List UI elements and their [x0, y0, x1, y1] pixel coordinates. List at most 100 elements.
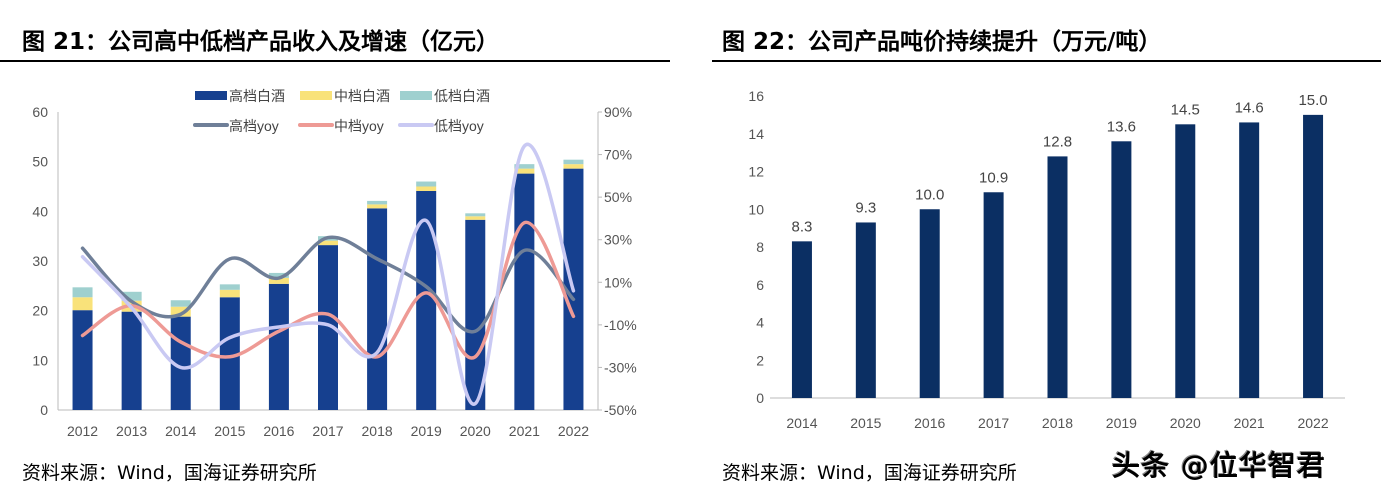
line-低档yoy [80, 142, 576, 406]
bar-高档白酒-2019 [416, 190, 437, 410]
x-tick-label: 2021 [509, 423, 540, 439]
x-tick-label: 2015 [214, 423, 245, 439]
bar-2019 [1111, 141, 1132, 399]
bar-中档白酒-2018 [367, 204, 388, 209]
y-tick-label: 20 [32, 303, 48, 319]
data-label: 14.5 [1171, 101, 1200, 118]
data-label: 10.9 [979, 169, 1008, 186]
y-tick-label: 10 [748, 201, 764, 217]
bar-低档白酒-2015 [219, 284, 240, 290]
legend-label: 低档yoy [434, 118, 484, 134]
right-source: 资料来源：Wind，国海证券研究所 [722, 462, 1017, 484]
bar-中档白酒-2019 [416, 186, 437, 191]
x-tick-label: 2015 [850, 415, 881, 431]
bar-高档白酒-2018 [367, 208, 388, 410]
x-tick-label: 2017 [312, 423, 343, 439]
y2-tick-label: 10% [604, 274, 632, 290]
x-tick-label: 2020 [460, 423, 491, 439]
bar-高档白酒-2013 [121, 311, 142, 410]
x-tick-label: 2021 [1234, 415, 1265, 431]
right-chart: 0 2 4 6 8 10 12 14 16 8.3 2014 9.3 2015 10.0 2016 10.9 2… [748, 88, 1345, 431]
x-tick-label: 2017 [978, 415, 1009, 431]
bar-高档白酒-2012 [72, 310, 93, 410]
bar-2015 [855, 222, 876, 398]
x-tick-label: 2012 [67, 423, 98, 439]
bar-中档白酒-2017 [318, 240, 338, 246]
y-tick-label: 14 [748, 126, 764, 142]
left-chart: 0 10 20 30 40 50 60 -50% -30% -10% 10% 30% 50% 70% 90%… [32, 88, 637, 439]
bar-低档白酒-2022 [563, 159, 584, 165]
x-tick-label: 2019 [411, 423, 442, 439]
left-source: 资料来源：Wind，国海证券研究所 [22, 462, 317, 484]
x-tick-label: 2018 [1042, 415, 1073, 431]
bar-低档白酒-2012 [72, 287, 93, 298]
bar-2020 [1175, 124, 1196, 398]
data-label: 8.3 [792, 218, 813, 235]
x-tick-label: 2014 [786, 415, 817, 431]
bar-2022 [1303, 114, 1324, 398]
y2-tick-label: -50% [604, 402, 637, 418]
x-tick-label: 2016 [914, 415, 945, 431]
y-tick-label: 2 [756, 352, 764, 368]
y-tick-label: 0 [756, 390, 764, 406]
bar-高档白酒-2015 [219, 297, 240, 410]
bar-2014 [791, 241, 812, 398]
x-tick-label: 2020 [1170, 415, 1201, 431]
legend-label: 高档白酒 [229, 88, 285, 104]
data-label: 10.0 [915, 186, 944, 203]
bar-低档白酒-2016 [268, 272, 289, 278]
y-tick-label: 8 [756, 239, 764, 255]
bar-2016 [919, 209, 940, 398]
line-中档yoy [80, 220, 576, 360]
bar-2017 [983, 192, 1004, 398]
x-tick-label: 2022 [558, 423, 589, 439]
x-tick-label: 2016 [263, 423, 294, 439]
data-label: 9.3 [855, 199, 876, 216]
bar-高档白酒-2017 [318, 245, 338, 410]
data-label: 13.6 [1107, 118, 1136, 135]
bar-2021 [1239, 122, 1260, 399]
x-tick-label: 2013 [116, 423, 147, 439]
bar-低档白酒-2020 [465, 213, 486, 217]
y2-tick-label: -10% [604, 317, 637, 333]
left-title-rule [0, 60, 670, 62]
y-tick-label: 50 [32, 154, 48, 170]
data-label: 14.6 [1235, 99, 1264, 116]
x-tick-label: 2018 [362, 423, 393, 439]
legend-swatch [300, 91, 332, 100]
legend-label: 中档白酒 [334, 88, 390, 104]
y-tick-label: 40 [32, 203, 48, 219]
y-tick-label: 10 [32, 352, 48, 368]
bar-中档白酒-2021 [514, 168, 535, 174]
legend-label: 高档yoy [229, 118, 279, 134]
legend-swatch [195, 91, 227, 100]
y-tick-label: 4 [756, 315, 764, 331]
x-tick-label: 2022 [1297, 415, 1328, 431]
y-tick-label: 30 [32, 253, 48, 269]
legend-label: 中档yoy [334, 118, 384, 134]
bar-中档白酒-2016 [268, 277, 289, 284]
bar-低档白酒-2014 [170, 300, 191, 307]
y-tick-label: 60 [32, 104, 48, 120]
y-tick-label: 16 [748, 88, 764, 104]
bar-中档白酒-2022 [563, 164, 584, 169]
y2-tick-label: 70% [604, 147, 632, 163]
left-chart-title: 图 21：公司高中低档产品收入及增速（亿元） [22, 29, 500, 55]
y2-tick-label: 30% [604, 232, 632, 248]
bar-低档白酒-2021 [514, 164, 535, 169]
data-label: 12.8 [1043, 133, 1072, 150]
y-tick-label: 0 [40, 402, 48, 418]
watermark: 头条 @位华智君 [1112, 449, 1326, 482]
y2-tick-label: -30% [604, 359, 637, 375]
bar-中档白酒-2012 [72, 297, 93, 311]
bar-高档白酒-2021 [514, 173, 535, 410]
bar-高档白酒-2016 [268, 283, 289, 410]
y2-tick-label: 90% [604, 104, 632, 120]
bar-低档白酒-2019 [416, 181, 437, 187]
bar-中档白酒-2020 [465, 216, 486, 220]
legend-label: 低档白酒 [434, 88, 490, 104]
y2-tick-label: 50% [604, 189, 632, 205]
bar-2018 [1047, 156, 1068, 398]
right-chart-title: 图 22：公司产品吨价持续提升（万元/吨） [722, 29, 1162, 55]
